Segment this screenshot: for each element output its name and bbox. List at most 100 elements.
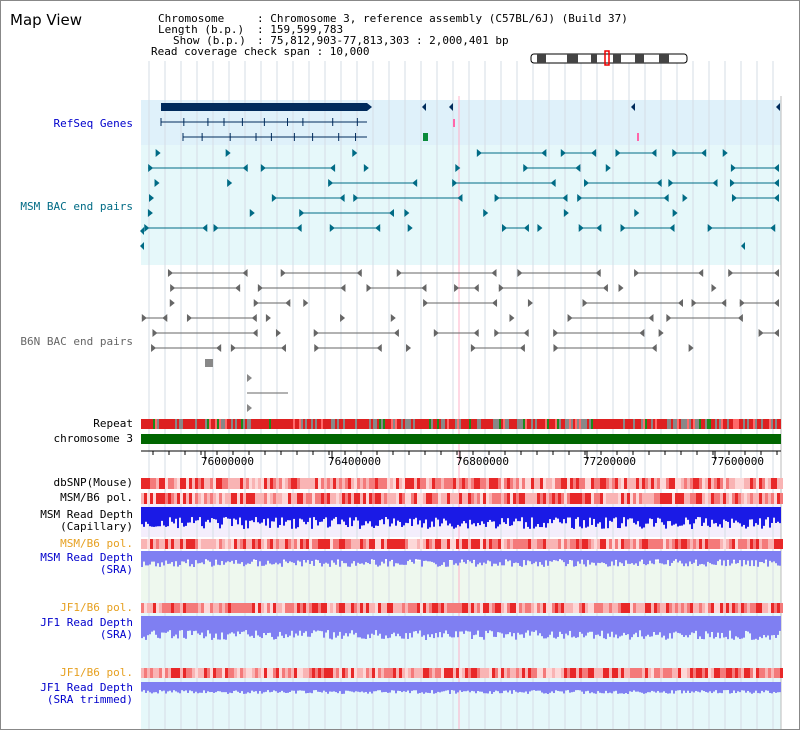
msm-sra-depth [169,551,171,564]
msm-capillary-depth [773,507,775,518]
jf1-trimmed-depth [491,682,493,694]
repeat-segment [245,419,247,429]
msm-pol-cell-2 [312,539,315,549]
msm-sra-depth [223,551,225,565]
msm-sra-depth [183,551,185,562]
jf1-trimmed-depth [505,682,507,691]
msm-sra-depth [483,551,485,563]
msm-pol-cell-2 [273,539,276,549]
jf1-pol-cell-2 [777,668,780,678]
jf1-pol-cell-2 [594,668,597,678]
jf1-trimmed-depth [163,682,165,691]
dbsnp-cell [351,478,354,489]
dbsnp-cell [453,478,456,489]
msm-sra-depth [487,551,489,561]
repeat-segment [319,419,321,429]
jf1-pol-cell [657,603,660,613]
jf1-pol-cell [747,603,750,613]
jf1-pol-cell-2 [738,668,741,678]
jf1-pol-cell [666,603,669,613]
msm-pol-cell-2 [609,539,612,549]
msm-pol-cell [690,493,693,504]
repeat-segment [437,419,439,429]
jf1-pol-cell [300,603,303,613]
jf1-trimmed-depth [377,682,379,691]
b6n-bac-pair-end [235,284,241,292]
jf1-sra-depth [281,616,283,636]
jf1-pol-cell-2 [306,668,309,678]
msm-sra-depth [723,551,725,561]
jf1-sra-depth [377,616,379,636]
jf1-sra-depth [381,616,383,639]
repeat-segment [453,419,455,429]
msm-pol-cell [387,493,390,504]
msm-sra-depth [349,551,351,567]
repeat-segment [321,419,323,429]
jf1-sra-depth [525,616,527,633]
msm-pol-cell [681,493,684,504]
msm-pol-cell-2 [654,539,657,549]
jf1-trimmed-depth [511,682,513,694]
msm-sra-depth [609,551,611,567]
dbsnp-cell [711,478,714,489]
jf1-trimmed-depth [381,682,383,693]
jf1-trimmed-depth [267,682,269,691]
jf1-pol-cell-2 [360,668,363,678]
msm-sra-depth [217,551,219,565]
msm-bac-pair-end [577,194,583,202]
repeat-segment [479,419,481,429]
repeat-segment [405,419,407,429]
jf1-pol-cell-2 [171,668,174,678]
dbsnp-cell [339,478,342,489]
msm-capillary-depth [487,507,489,523]
msm-bac-pair-end [634,209,640,217]
repeat-segment [473,419,475,429]
jf1-trimmed-depth [311,682,313,694]
msm-capillary-depth [513,507,515,522]
jf1-pol-cell [195,603,198,613]
axis-tick-label: 77200000 [583,455,636,468]
jf1-trimmed-depth [535,682,537,691]
jf1-sra-depth [671,616,673,639]
jf1-trimmed-depth [287,682,289,693]
msm-sra-depth [165,551,167,561]
msm-sra-depth [389,551,391,562]
msm-pol-cell [171,493,174,504]
repeat-segment [291,419,293,429]
msm-sra-depth [753,551,755,567]
msm-sra-depth [625,551,627,561]
msm-pol-cell-2 [675,539,678,549]
msm-pol-cell [678,493,681,504]
repeat-segment [687,419,689,429]
msm-pol-cell [267,493,270,504]
repeat-segment [345,419,347,429]
msm-sra-depth [715,551,717,565]
dbsnp-cell [249,478,252,489]
gene-block [423,133,428,141]
repeat-segment [397,419,399,429]
jf1-trimmed-depth [477,682,479,692]
msm-pol-cell-2 [153,539,156,549]
repeat-segment [713,419,715,429]
repeat-segment [155,419,157,429]
repeat-segment [361,419,363,429]
msm-pol-cell-2 [414,539,417,549]
repeat-segment [431,419,433,429]
jf1-pol-cell [663,603,666,613]
dbsnp-cell [702,478,705,489]
sra-band [141,561,781,601]
msm-pol-cell [474,493,477,504]
jf1-pol-cell [141,603,144,613]
msm-sra-depth [601,551,603,563]
msm-pol-cell-2 [666,539,669,549]
dbsnp-cell [663,478,666,489]
jf1-trimmed-depth [699,682,701,693]
repeat-segment [539,419,541,429]
jf1-sra-depth [151,616,153,632]
jf1-trimmed-depth [599,682,601,693]
jf1-pol-cell-2 [312,668,315,678]
repeat-segment [415,419,417,429]
repeat-segment [297,419,299,429]
msm-pol-cell-2 [168,539,171,549]
